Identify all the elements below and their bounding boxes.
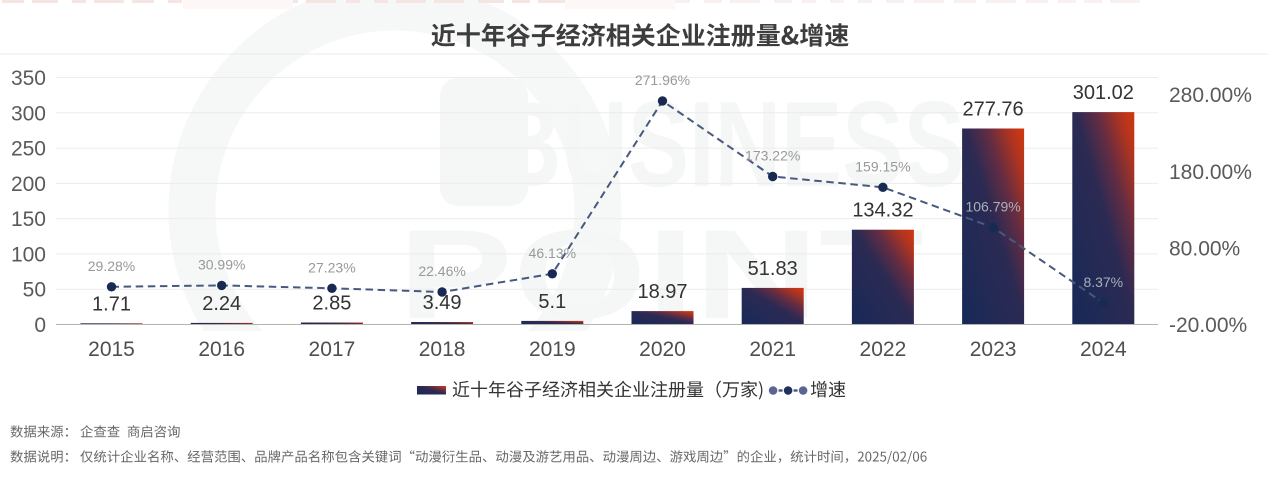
svg-text:2018: 2018 (419, 338, 466, 361)
svg-text:50: 50 (23, 279, 46, 302)
svg-text:2015: 2015 (88, 338, 135, 361)
svg-text:2020: 2020 (639, 338, 686, 361)
svg-text:2017: 2017 (309, 338, 356, 361)
svg-text:5.1: 5.1 (538, 291, 566, 313)
svg-text:277.76: 277.76 (963, 99, 1024, 121)
svg-text:22.46%: 22.46% (418, 263, 465, 279)
svg-text:301.02: 301.02 (1073, 82, 1134, 104)
svg-text:159.15%: 159.15% (855, 158, 910, 174)
svg-text:2022: 2022 (860, 338, 907, 361)
svg-text:8.37%: 8.37% (1083, 274, 1123, 290)
svg-text:180.00%: 180.00% (1169, 161, 1252, 184)
svg-text:2024: 2024 (1080, 338, 1127, 361)
svg-text:2.85: 2.85 (312, 293, 351, 315)
svg-text:271.96%: 271.96% (635, 72, 690, 88)
svg-text:300: 300 (11, 102, 46, 125)
svg-text:1.71: 1.71 (92, 293, 131, 315)
svg-text:BUSINESS: BUSINESS (495, 76, 965, 212)
svg-text:2016: 2016 (198, 338, 245, 361)
svg-text:134.32: 134.32 (852, 200, 913, 222)
svg-text:2.24: 2.24 (202, 293, 241, 315)
svg-text:2023: 2023 (970, 338, 1017, 361)
svg-text:250: 250 (11, 138, 46, 161)
svg-text:29.28%: 29.28% (88, 258, 135, 274)
svg-text:350: 350 (11, 67, 46, 90)
svg-text:100: 100 (11, 243, 46, 266)
svg-text:0: 0 (34, 314, 46, 337)
svg-text:200: 200 (11, 173, 46, 196)
svg-text:150: 150 (11, 208, 46, 231)
svg-text:51.83: 51.83 (748, 258, 798, 280)
svg-text:46.13%: 46.13% (529, 245, 576, 261)
svg-text:-20.00%: -20.00% (1169, 314, 1247, 337)
svg-text:2019: 2019 (529, 338, 576, 361)
svg-text:18.97: 18.97 (637, 281, 687, 303)
svg-text:173.22%: 173.22% (745, 148, 800, 164)
svg-text:2021: 2021 (749, 338, 796, 361)
svg-text:27.23%: 27.23% (308, 259, 355, 275)
svg-text:30.99%: 30.99% (198, 256, 245, 272)
svg-text:80.00%: 80.00% (1169, 237, 1240, 260)
svg-text:106.79%: 106.79% (965, 198, 1020, 214)
svg-text:280.00%: 280.00% (1169, 84, 1252, 107)
svg-text:3.49: 3.49 (423, 292, 462, 314)
